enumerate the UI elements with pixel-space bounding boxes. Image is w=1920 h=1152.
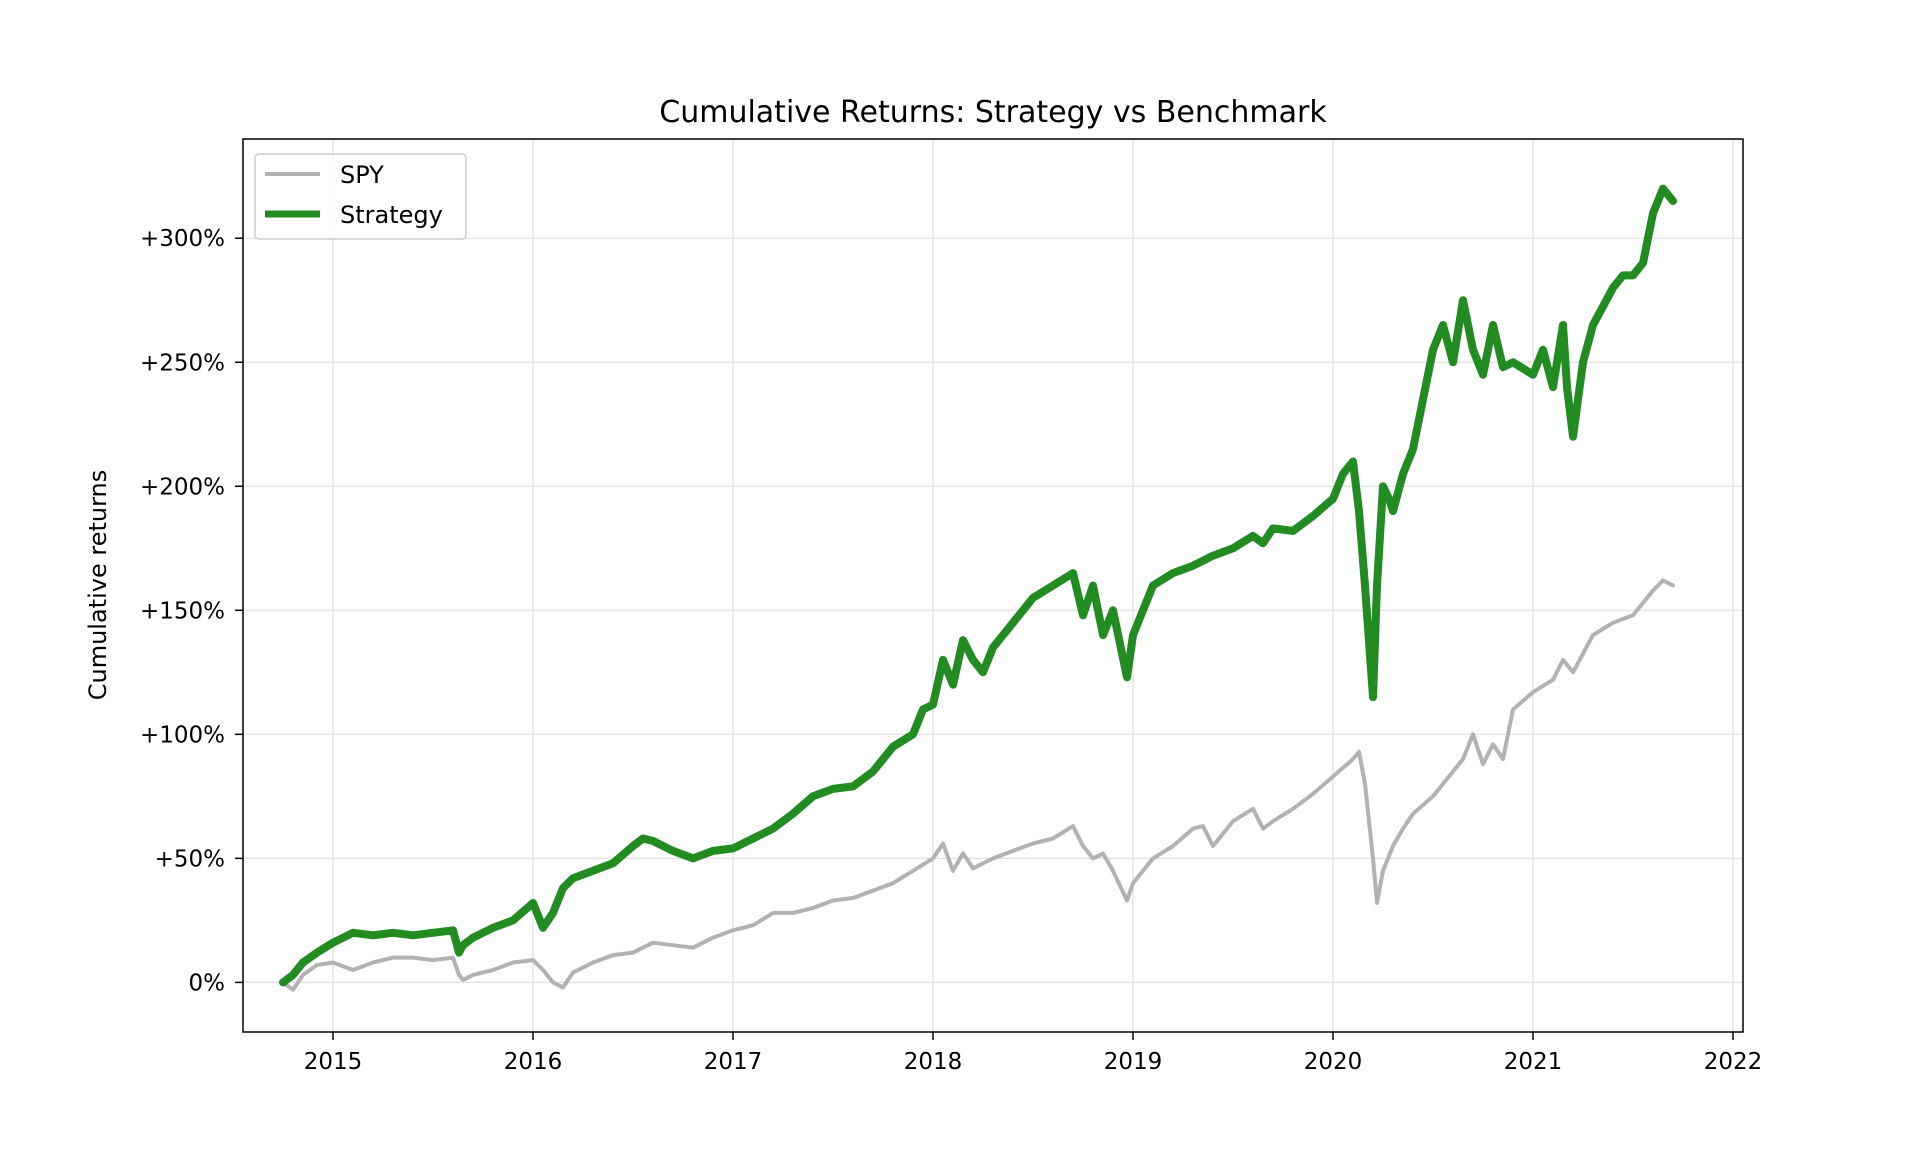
y-tick-label: +50% [155, 846, 225, 872]
x-tick-label: 2021 [1504, 1049, 1563, 1075]
legend-label-strategy: Strategy [340, 201, 443, 229]
y-axis: 0% +50% +100% +150% +200% +250% +300% [140, 226, 243, 996]
x-tick-label: 2015 [304, 1049, 363, 1075]
chart-title: Cumulative Returns: Strategy vs Benchmar… [659, 95, 1327, 130]
legend-label-spy: SPY [340, 161, 384, 189]
x-tick-label: 2017 [704, 1049, 763, 1075]
plot-frame [242, 138, 1744, 1033]
x-tick-label: 2022 [1704, 1049, 1763, 1075]
legend: SPY Strategy [254, 153, 467, 240]
y-tick-label: +250% [140, 350, 225, 376]
y-tick-label: +200% [140, 474, 225, 500]
y-tick-label: +100% [140, 722, 225, 748]
y-tick-label: +300% [140, 226, 225, 252]
series-lines [279, 184, 1677, 992]
y-tick-label: +150% [140, 598, 225, 624]
x-tick-label: 2016 [504, 1049, 563, 1075]
series-line-strategy [279, 184, 1677, 987]
y-tick-label: 0% [189, 970, 226, 996]
x-tick-label: 2020 [1304, 1049, 1363, 1075]
y-axis-label: Cumulative returns [84, 470, 112, 701]
x-tick-label: 2018 [904, 1049, 963, 1075]
x-axis: 2015 2016 2017 2018 2019 2020 2021 2022 [304, 1032, 1763, 1075]
x-tick-label: 2019 [1104, 1049, 1163, 1075]
series-line-spy [281, 578, 1675, 992]
